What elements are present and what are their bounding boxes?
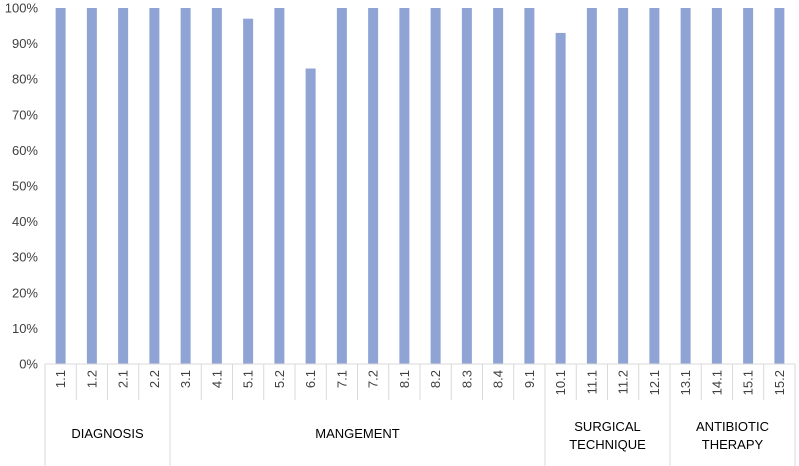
x-tick-label: 2.2 [147, 370, 162, 388]
bar [493, 8, 504, 364]
x-tick-label: 1.1 [53, 370, 68, 388]
bar [743, 8, 754, 364]
x-tick-label: 9.1 [522, 370, 537, 388]
bar [649, 8, 660, 364]
x-tick-label: 8.4 [491, 370, 506, 388]
bar [399, 8, 410, 364]
bar [305, 68, 316, 365]
bar [368, 8, 379, 364]
y-axis-labels: 0% 10% 20% 30% 40% 50% 60% 70% 80% 90% 100% [5, 1, 39, 372]
bar [211, 8, 222, 364]
y-tick-label: 100% [5, 1, 39, 16]
bar [180, 8, 191, 364]
x-tick-label: 5.2 [272, 370, 287, 388]
x-tick-label: 13.1 [678, 370, 693, 395]
x-tick-label: 8.1 [397, 370, 412, 388]
x-tick-label: 2.1 [116, 370, 131, 388]
y-tick-label: 0% [19, 357, 38, 372]
bar [118, 8, 129, 364]
bars [55, 8, 785, 365]
y-tick-label: 90% [12, 36, 38, 51]
y-tick-label: 80% [12, 72, 38, 87]
y-tick-label: 60% [12, 143, 38, 158]
group-label: MANGEMENT [315, 426, 400, 441]
x-tick-label: 15.1 [741, 370, 756, 395]
bar [524, 8, 535, 364]
x-tick-label: 7.1 [334, 370, 349, 388]
bar [461, 8, 472, 364]
x-tick-label: 5.1 [241, 370, 256, 388]
bar [618, 8, 629, 364]
group-label: THERAPY [702, 437, 764, 452]
group-label: TECHNIQUE [569, 437, 646, 452]
x-tick-label: 8.2 [428, 370, 443, 388]
x-tick-label: 3.1 [178, 370, 193, 388]
group-label: ANTIBIOTIC [696, 419, 769, 434]
bar [774, 8, 785, 364]
x-tick-label: 11.2 [616, 370, 631, 394]
x-axis-labels: 1.1 1.2 2.1 2.2 3.1 4.1 5.1 5.2 6.1 7.1 7.2 8.1 8.2 8… [53, 370, 787, 395]
group-label: SURGICAL [574, 419, 640, 434]
y-tick-label: 70% [12, 107, 38, 122]
x-tick-label: 10.1 [553, 370, 568, 395]
x-tick-label: 1.2 [84, 370, 99, 388]
x-tick-label: 15.2 [772, 370, 787, 395]
bar [555, 32, 566, 365]
bar [55, 8, 66, 364]
bar [336, 8, 347, 364]
x-tick-label: 14.1 [709, 370, 724, 395]
group-label: DIAGNOSIS [71, 426, 144, 441]
bar [711, 8, 722, 364]
group-labels: DIAGNOSIS MANGEMENT SURGICAL TECHNIQUE ANTIB… [71, 419, 769, 452]
bar [149, 8, 160, 364]
y-tick-label: 30% [12, 250, 38, 265]
y-tick-label: 20% [12, 285, 38, 300]
axis-lines [44, 363, 796, 466]
x-tick-label: 4.1 [209, 370, 224, 388]
bar [86, 8, 97, 364]
bar [274, 8, 285, 364]
y-tick-label: 40% [12, 214, 38, 229]
y-tick-label: 10% [12, 321, 38, 336]
y-tick-label: 50% [12, 179, 38, 194]
bar [243, 18, 254, 365]
x-tick-label: 8.3 [459, 370, 474, 388]
x-tick-label: 6.1 [303, 370, 318, 388]
bar [586, 8, 597, 364]
bar [430, 8, 441, 364]
x-tick-label: 7.2 [366, 370, 381, 388]
x-tick-label: 12.1 [647, 370, 662, 395]
bar [680, 8, 691, 364]
x-tick-label: 11.1 [584, 370, 599, 394]
